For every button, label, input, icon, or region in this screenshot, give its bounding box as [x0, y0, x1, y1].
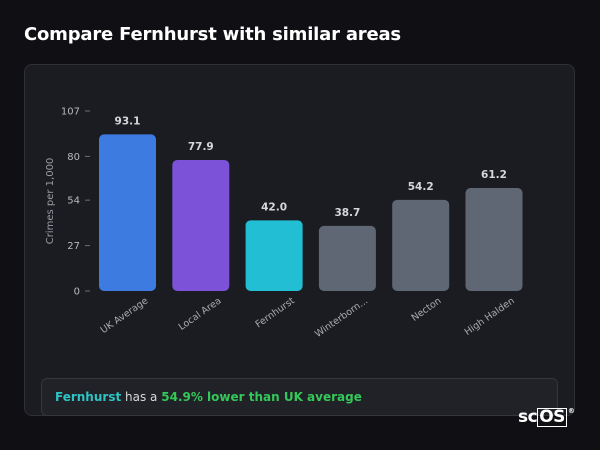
bar-uk-average	[99, 134, 156, 291]
x-tick-label: Necton	[409, 295, 443, 323]
summary-difference: 54.9% lower than UK average	[161, 390, 362, 404]
bar-local-area	[172, 159, 230, 291]
bar-winterborn	[318, 225, 376, 291]
x-tick-label: Local Area	[177, 295, 224, 332]
summary-area-name: Fernhurst	[55, 390, 122, 404]
bar-value-label: 77.9	[188, 141, 214, 153]
y-tick-label: 0	[74, 287, 80, 298]
logo-boxed: OS	[537, 407, 567, 427]
bar-value-label: 42.0	[261, 201, 287, 213]
y-tick-label: 107	[61, 107, 80, 118]
logo-registered-mark: ®	[567, 407, 575, 415]
x-tick-label: Winterborn...	[313, 295, 370, 340]
summary-connector: has a	[125, 390, 158, 404]
summary-banner: Fernhurst has a 54.9% lower than UK aver…	[41, 378, 558, 416]
bar-value-label: 61.2	[481, 169, 507, 181]
x-tick-label: Fernhurst	[254, 295, 298, 330]
x-tick-label: UK Average	[99, 295, 151, 336]
bar-fernhurst	[245, 220, 303, 291]
page-title: Compare Fernhurst with similar areas	[24, 24, 401, 45]
bar-necton	[392, 199, 450, 291]
y-tick-label: 54	[67, 196, 80, 207]
bar-high-halden	[465, 188, 523, 291]
x-tick-label: High Halden	[463, 295, 517, 337]
y-axis-label: Crimes per 1,000	[45, 158, 56, 245]
y-tick-label: 27	[67, 241, 80, 252]
logo-prefix: sc	[518, 407, 538, 427]
bar-value-label: 93.1	[115, 115, 141, 127]
bar-value-label: 38.7	[334, 207, 360, 219]
bar-value-label: 54.2	[408, 181, 434, 193]
y-tick-label: 80	[67, 152, 80, 163]
brand-logo: sc OS ®	[518, 407, 575, 427]
